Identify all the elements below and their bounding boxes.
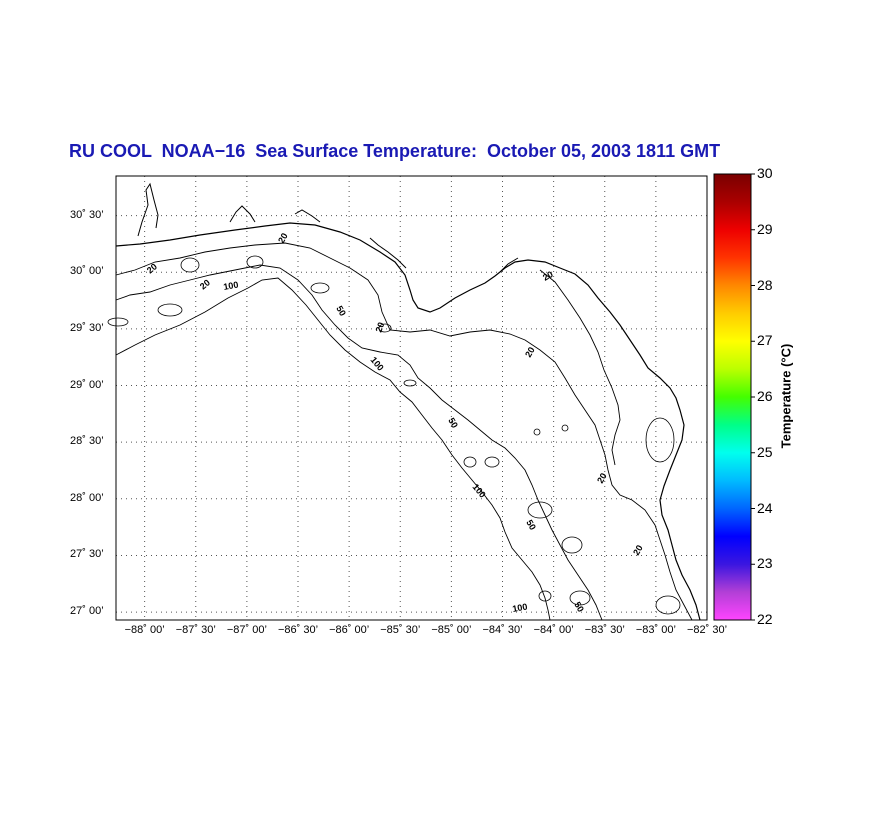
lon-tick-label: −84˚ 30’ bbox=[482, 624, 523, 636]
contour-label-50: 50 bbox=[572, 600, 586, 614]
lon-tick-label: −88˚ 00’ bbox=[124, 624, 165, 636]
map-border bbox=[115, 175, 708, 621]
contour-label-50: 50 bbox=[524, 518, 538, 532]
colorbar-tick-label: 24 bbox=[757, 499, 773, 516]
lat-tick-label: 30˚ 00’ bbox=[70, 265, 104, 278]
colorbar-tick-marks bbox=[751, 173, 755, 621]
colorbar-tick-label: 23 bbox=[757, 555, 773, 572]
lon-tick-label: −87˚ 00’ bbox=[226, 624, 267, 636]
lat-tick-label: 27˚ 00’ bbox=[70, 605, 104, 618]
colorbar bbox=[713, 173, 752, 621]
contour-label-20: 20 bbox=[276, 231, 290, 245]
lon-tick-label: −86˚ 30’ bbox=[278, 624, 319, 636]
colorbar-label: Temperature (°C) bbox=[778, 343, 794, 449]
contour-label-20: 20 bbox=[145, 261, 159, 275]
colorbar-tick-label: 29 bbox=[757, 220, 773, 237]
lon-tick-label: −83˚ 00’ bbox=[635, 624, 676, 636]
colorbar-tick-label: 28 bbox=[757, 276, 773, 293]
coastline bbox=[115, 222, 701, 621]
contour-label-20: 20 bbox=[595, 471, 609, 485]
contour-label-50: 50 bbox=[334, 304, 348, 318]
map-frame bbox=[115, 175, 708, 621]
contour-label-20: 20 bbox=[198, 277, 212, 291]
lat-tick-label: 28˚ 30’ bbox=[70, 435, 104, 448]
contour-label-20: 20 bbox=[373, 321, 386, 334]
lon-tick-label: −85˚ 00’ bbox=[431, 624, 472, 636]
coast-detail-panhandle bbox=[137, 182, 519, 273]
contour-label-100: 100 bbox=[223, 280, 240, 292]
lon-tick-label: −86˚ 00’ bbox=[329, 624, 370, 636]
colorbar-tick-label: 26 bbox=[757, 388, 773, 404]
contour-label-100: 100 bbox=[512, 602, 529, 614]
map-title: RU COOL NOAA−16 Sea Surface Temperature:… bbox=[69, 141, 721, 161]
lat-tick-label: 30˚ 30’ bbox=[70, 208, 104, 221]
lon-tick-label: −84˚ 00’ bbox=[533, 624, 574, 636]
contour-label-20: 20 bbox=[631, 543, 645, 557]
lat-tick-label: 29˚ 30’ bbox=[70, 321, 104, 334]
contour-label-20: 20 bbox=[523, 345, 537, 359]
lon-tick-label: −82˚ 30’ bbox=[687, 624, 728, 636]
isobath-20 bbox=[115, 242, 693, 621]
colorbar-tick-label: 25 bbox=[757, 443, 773, 460]
isobath-50 bbox=[115, 264, 603, 621]
contour-label-20: 20 bbox=[541, 269, 555, 283]
lon-tick-label: −87˚ 30’ bbox=[175, 624, 216, 636]
isobath-100 bbox=[115, 277, 551, 621]
eddy-contours bbox=[107, 255, 681, 615]
colorbar-tick-label: 22 bbox=[757, 611, 773, 627]
contour-label-50: 50 bbox=[446, 416, 460, 430]
lon-tick-label: −83˚ 30’ bbox=[584, 624, 625, 636]
lon-tick-label: −85˚ 30’ bbox=[380, 624, 421, 636]
isobath-20-shelf bbox=[539, 269, 621, 466]
graticule bbox=[116, 176, 707, 620]
colorbar-tick-label: 30 bbox=[757, 165, 773, 181]
lat-tick-label: 27˚ 30’ bbox=[70, 548, 104, 561]
colorbar-tick-label: 27 bbox=[757, 332, 773, 349]
lat-tick-label: 29˚ 00’ bbox=[70, 378, 104, 391]
lat-tick-label: 28˚ 00’ bbox=[70, 491, 104, 504]
